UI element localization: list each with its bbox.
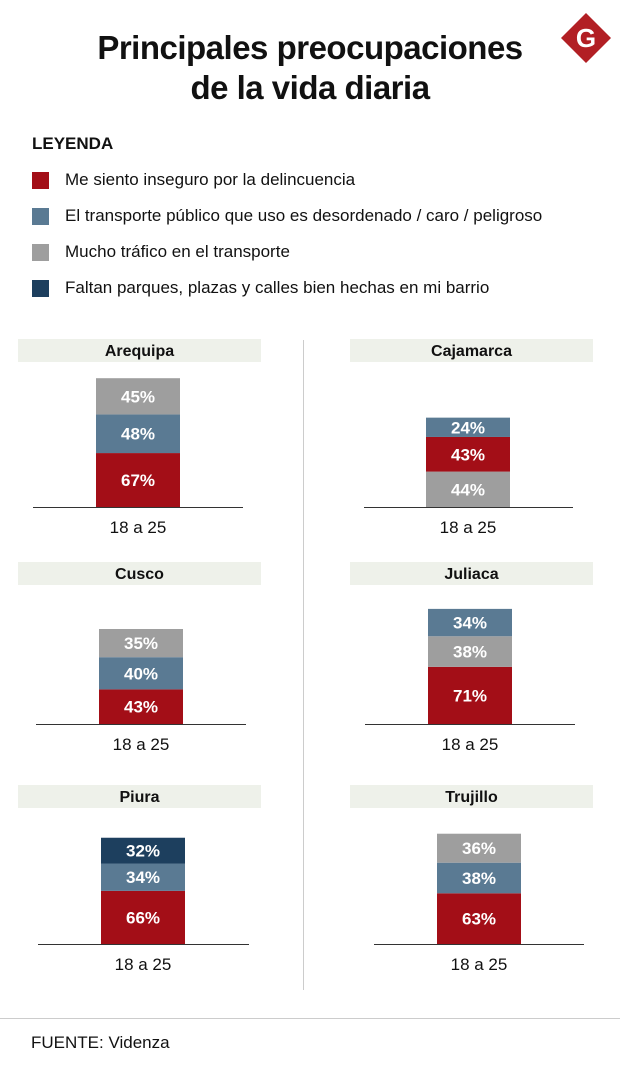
data-label-cajamarca-2: 24% <box>451 418 485 437</box>
bar-segment-piura-2 <box>101 837 185 864</box>
data-label-cajamarca-0: 44% <box>451 480 485 499</box>
category-label-cusco: 18 a 25 <box>113 735 170 754</box>
legend-item-transporte-publico: El transporte público que uso es desorde… <box>32 205 542 227</box>
bar-segment-arequipa-2 <box>96 378 180 415</box>
bar-segment-trujillo-0 <box>437 893 521 944</box>
bar-segment-trujillo-2 <box>437 833 521 863</box>
bar-segment-arequipa-1 <box>96 414 180 454</box>
city-title-cusco: Cusco <box>115 566 164 583</box>
title-line-2: de la vida diaria <box>190 69 430 106</box>
footer-divider <box>0 1018 620 1019</box>
city-header-cusco <box>18 562 261 585</box>
data-label-cusco-2: 35% <box>124 634 158 653</box>
bar-segment-cusco-1 <box>99 657 183 690</box>
legend-swatch <box>32 279 49 297</box>
bar-segment-arequipa-0 <box>96 453 180 507</box>
data-label-trujillo-0: 63% <box>462 910 496 929</box>
source-note: FUENTE: Videnza <box>31 1033 170 1052</box>
bar-segment-trujillo-1 <box>437 862 521 894</box>
data-label-arequipa-2: 45% <box>121 387 155 406</box>
legend-swatch <box>32 243 49 261</box>
bar-segment-piura-0 <box>101 890 185 944</box>
data-label-piura-0: 66% <box>126 908 160 927</box>
category-label-cajamarca: 18 a 25 <box>440 518 497 537</box>
city-header-piura <box>18 785 261 808</box>
city-title-piura: Piura <box>119 789 159 806</box>
data-label-piura-1: 34% <box>126 868 160 887</box>
data-label-cusco-0: 43% <box>124 698 158 717</box>
category-label-piura: 18 a 25 <box>115 955 172 974</box>
column-divider <box>303 340 304 990</box>
legend-title: LEYENDA <box>32 134 114 153</box>
legend-label: Me siento inseguro por la delincuencia <box>65 170 356 189</box>
data-label-piura-2: 32% <box>126 842 160 861</box>
city-title-juliaca: Juliaca <box>444 566 498 583</box>
data-label-juliaca-2: 34% <box>453 614 487 633</box>
data-label-cusco-1: 40% <box>124 664 158 683</box>
city-title-cajamarca: Cajamarca <box>431 343 512 360</box>
legend-swatch <box>32 171 49 189</box>
legend-swatch <box>32 207 49 225</box>
bar-segment-juliaca-2 <box>428 608 512 637</box>
legend-item-delincuencia: Me siento inseguro por la delincuencia <box>32 169 355 191</box>
bar-segment-cajamarca-0 <box>426 471 510 507</box>
legend-label: Mucho tráfico en el transporte <box>65 242 290 261</box>
bar-segment-cusco-2 <box>99 629 183 658</box>
data-label-trujillo-1: 38% <box>462 869 496 888</box>
bar-segment-piura-1 <box>101 863 185 891</box>
city-header-trujillo <box>350 785 593 808</box>
legend-label: Faltan parques, plazas y calles bien hec… <box>65 278 490 297</box>
legend-item-trafico: Mucho tráfico en el transporte <box>32 241 290 263</box>
legend-label: El transporte público que uso es desorde… <box>65 206 543 225</box>
data-label-juliaca-1: 38% <box>453 643 487 662</box>
bar-segment-cusco-0 <box>99 689 183 724</box>
data-label-trujillo-2: 36% <box>462 839 496 858</box>
city-header-juliaca <box>350 562 593 585</box>
city-header-arequipa <box>18 339 261 362</box>
category-label-trujillo: 18 a 25 <box>451 955 508 974</box>
city-title-arequipa: Arequipa <box>105 343 174 360</box>
city-header-cajamarca <box>350 339 593 362</box>
charts-area: Arequipa 67% 48% 45% 18 a 25 Cajamarca 44% 43% 2… <box>18 339 593 974</box>
data-label-arequipa-0: 67% <box>121 471 155 490</box>
category-label-arequipa: 18 a 25 <box>110 518 167 537</box>
bar-segment-juliaca-0 <box>428 666 512 724</box>
bar-segment-juliaca-1 <box>428 636 512 667</box>
data-label-juliaca-0: 71% <box>453 686 487 705</box>
bar-segment-cajamarca-2 <box>426 417 510 437</box>
category-label-juliaca: 18 a 25 <box>442 735 499 754</box>
title-line-1: Principales preocupaciones <box>97 29 523 66</box>
g-logo-icon: G <box>561 13 611 63</box>
city-title-trujillo: Trujillo <box>445 789 498 806</box>
logo-letter: G <box>576 23 596 53</box>
data-label-cajamarca-1: 43% <box>451 445 485 464</box>
legend-item-parques: Faltan parques, plazas y calles bien hec… <box>32 277 489 299</box>
bar-segment-cajamarca-1 <box>426 436 510 472</box>
data-label-arequipa-1: 48% <box>121 425 155 444</box>
page-title: Principales preocupaciones de la vida di… <box>0 28 620 108</box>
